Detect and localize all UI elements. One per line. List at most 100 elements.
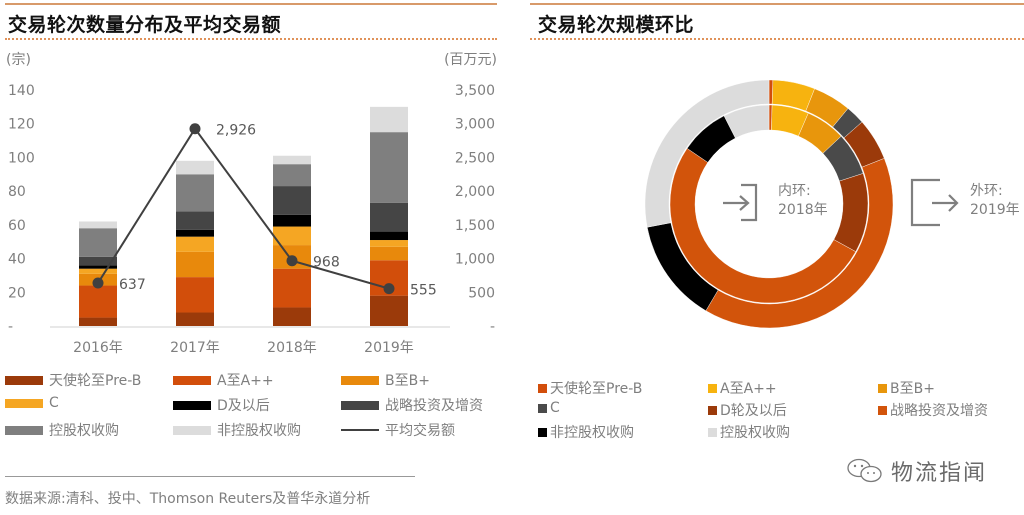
legend-label: 战略投资及增资	[385, 398, 483, 414]
title-dotted-rule	[530, 38, 1024, 40]
legend-item: 天使轮至Pre-B	[5, 370, 141, 390]
legend-color-swatch	[341, 400, 379, 410]
bar-segment	[176, 211, 214, 230]
bar-segment	[370, 240, 408, 247]
left-chart-title: 交易轮次数量分布及平均交易额	[8, 14, 282, 36]
legend-color-swatch	[5, 398, 43, 408]
title-dotted-rule	[5, 38, 497, 40]
donut-segment	[669, 148, 857, 304]
x-axis-label: 2016年	[73, 340, 123, 356]
bar-segment	[176, 174, 214, 212]
line-value-label: 637	[119, 277, 146, 293]
bar-segment	[79, 285, 117, 318]
bar-segment	[273, 155, 311, 165]
legend-label: 天使轮至Pre-B	[550, 381, 643, 397]
source-divider	[5, 476, 415, 477]
bar-stack	[176, 160, 214, 326]
watermark: 物流指闻	[845, 455, 987, 487]
legend-item: 控股权收购	[708, 422, 790, 442]
legend-label: B至B+	[385, 373, 430, 389]
legend-color-swatch	[538, 427, 547, 437]
legend-item: 非控股权收购	[173, 420, 301, 440]
donut-segment	[705, 158, 894, 329]
left-axis-tick: 140	[8, 83, 35, 99]
outer-ring-label: 外环: 2019年	[970, 182, 1020, 220]
outer-ring-label-line2: 2019年	[970, 202, 1020, 218]
line-value-label: 555	[410, 283, 437, 299]
legend-color-swatch	[878, 383, 887, 393]
left-axis-unit: (宗)	[6, 52, 31, 68]
legend-color-swatch	[538, 383, 547, 393]
line-point	[92, 277, 104, 289]
line-value-label: 968	[313, 255, 340, 271]
left-axis-tick: 20	[8, 285, 26, 301]
legend-color-swatch	[708, 427, 717, 437]
bar-stack	[370, 106, 408, 326]
legend-item: C	[538, 400, 560, 416]
legend-label: 平均交易额	[385, 423, 455, 439]
title-top-rule	[530, 3, 1024, 5]
right-axis-tick: 2,000	[455, 184, 495, 200]
watermark-text: 物流指闻	[891, 461, 988, 486]
right-axis-tick: 2,500	[455, 150, 495, 166]
legend-color-swatch	[708, 383, 717, 393]
bar-segment	[370, 231, 408, 241]
stacked-bar-line-chart: (宗) (百万元) 140 120 100 80 60 40 20 - 3,500 3,000 2,50…	[6, 52, 497, 356]
donut-segment	[644, 79, 770, 228]
avg-deal-line	[97, 126, 390, 290]
legend-color-swatch	[5, 425, 43, 435]
right-axis-tick: 3,000	[455, 117, 495, 133]
legend-item: 非控股权收购	[538, 422, 634, 442]
bar-segment	[273, 164, 311, 187]
legend-label: C	[550, 400, 560, 416]
bar-segment	[176, 229, 214, 237]
right-panel: 交易轮次规模环比	[530, 0, 1024, 515]
bar-segment	[273, 214, 311, 227]
line-value-label: 2,926	[216, 123, 256, 139]
bar-segment	[176, 236, 214, 252]
inner-ring	[669, 104, 869, 304]
legend-label: D轮及以后	[720, 403, 787, 419]
left-axis-tick: 40	[8, 252, 26, 268]
bar-segment	[79, 265, 117, 269]
legend-item: D及以后	[173, 395, 270, 415]
legend-line-swatch	[341, 429, 379, 431]
x-axis-label: 2019年	[364, 340, 414, 356]
legend-label: 战略投资及增资	[890, 403, 988, 419]
right-axis-tick: -	[490, 319, 495, 335]
bar-segment	[273, 268, 311, 308]
left-legend: 天使轮至Pre-B A至A++ B至B+ C D及以后 战略投资及增资 控股权收购 非控股权收…	[5, 370, 505, 450]
bar-segment	[176, 312, 214, 326]
legend-item: 战略投资及增资	[878, 400, 988, 420]
bar-segment	[370, 202, 408, 232]
bar-stack	[79, 221, 117, 326]
legend-label: B至B+	[890, 381, 935, 397]
x-axis-label: 2017年	[170, 340, 220, 356]
bar-segment	[79, 228, 117, 257]
legend-item: D轮及以后	[708, 400, 787, 420]
left-axis-tick: 100	[8, 150, 35, 166]
enter-icon	[723, 183, 758, 222]
left-axis-tick: -	[8, 319, 13, 335]
donut-chart	[644, 79, 959, 329]
legend-item: A至A++	[708, 378, 777, 398]
bar-segment	[370, 132, 408, 203]
legend-color-swatch	[173, 375, 211, 385]
source-note: 数据来源:清科、投中、Thomson Reuters及普华永道分析	[5, 491, 371, 507]
legend-color-swatch	[341, 375, 379, 385]
legend-color-swatch	[173, 425, 211, 435]
legend-label: C	[49, 395, 59, 411]
left-axis-tick: 60	[8, 218, 26, 234]
exit-icon	[910, 178, 959, 227]
legend-label: 控股权收购	[49, 423, 119, 439]
line-point	[286, 255, 298, 267]
left-panel: 交易轮次数量分布及平均交易额 (宗) (百万元) 140 120 100 80 60 40 20…	[0, 0, 500, 515]
legend-item: 天使轮至Pre-B	[538, 378, 642, 398]
left-axis-tick: 120	[8, 117, 35, 133]
legend-item: 战略投资及增资	[341, 395, 483, 415]
x-axis-label: 2018年	[267, 340, 317, 356]
bar-segment	[273, 226, 311, 246]
right-axis-tick: 1,000	[455, 252, 495, 268]
legend-item: B至B+	[341, 370, 430, 390]
right-axis-tick: 3,500	[455, 83, 495, 99]
